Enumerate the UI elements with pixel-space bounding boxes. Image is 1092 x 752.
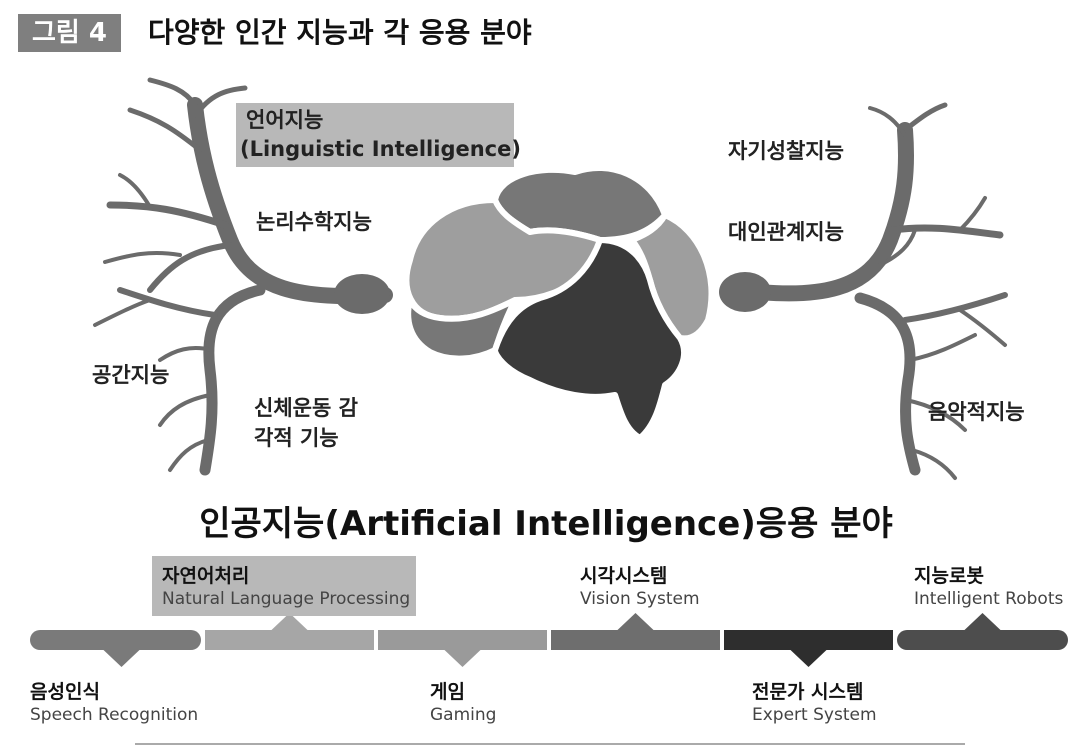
app-nlp: 자연어처리 Natural Language Processing (162, 564, 410, 610)
app-gaming-ko: 게임 (430, 681, 465, 703)
app-robots: 지능로봇 Intelligent Robots (914, 564, 1063, 610)
app-vision-ko: 시각시스템 (580, 565, 668, 587)
app-expert-ko: 전문가 시스템 (752, 681, 864, 703)
label-interpersonal: 대인관계지능 (728, 220, 844, 244)
label-bodily-line1: 신체운동 감 (254, 396, 358, 420)
label-intrapersonal: 자기성찰지능 (728, 139, 844, 163)
brain-front-lobe (403, 197, 604, 322)
right-tree (732, 102, 1008, 480)
timeline-pointer (271, 613, 308, 630)
linguistic-highlight (236, 103, 514, 167)
left-lower-trunk (199, 284, 266, 476)
app-vision-en: Vision System (580, 589, 700, 609)
app-speech-ko: 음성인식 (30, 681, 100, 703)
app-speech: 음성인식 Speech Recognition (30, 680, 198, 726)
label-spatial: 공간지능 (92, 363, 170, 387)
right-trunk (732, 122, 915, 302)
nlp-highlight (152, 556, 416, 616)
timeline-segment (378, 630, 547, 650)
timeline-pointer (617, 613, 654, 630)
timeline-pointer (964, 613, 1001, 630)
timeline-pointer (444, 650, 481, 667)
brain-back-lobe (492, 237, 687, 441)
application-timeline (30, 613, 1068, 667)
label-bodily-line2: 각적 기능 (254, 426, 339, 450)
ai-section-title: 인공지능(Artificial Intelligence)응용 분야 (199, 504, 893, 544)
app-gaming-en: Gaming (430, 705, 497, 725)
timeline-segment (30, 630, 201, 650)
app-gaming: 게임 Gaming (430, 680, 496, 726)
label-logical: 논리수학지능 (256, 210, 372, 234)
left-tree (93, 77, 393, 476)
app-nlp-ko: 자연어처리 (162, 565, 250, 587)
app-robots-en: Intelligent Robots (914, 589, 1064, 609)
timeline-segment (205, 630, 374, 650)
timeline-segment (724, 630, 893, 650)
brain (403, 165, 715, 441)
timeline-pointer (103, 650, 140, 667)
app-expert-en: Expert System (752, 705, 877, 725)
figure-title: 다양한 인간 지능과 각 응용 분야 (148, 16, 532, 49)
app-nlp-en: Natural Language Processing (162, 589, 411, 609)
label-linguistic-en: (Linguistic Intelligence) (240, 137, 521, 161)
timeline-segment (897, 630, 1068, 650)
timeline-segment (551, 630, 720, 650)
app-expert: 전문가 시스템 Expert System (752, 680, 877, 726)
label-linguistic-ko: 언어지능 (246, 108, 324, 132)
timeline-pointer (790, 650, 827, 667)
label-musical: 음악적지능 (928, 400, 1025, 424)
app-vision: 시각시스템 Vision System (580, 564, 700, 610)
right-lower-trunk (854, 292, 921, 476)
app-robots-ko: 지능로봇 (914, 565, 984, 587)
figure-label: 그림 4 (18, 14, 121, 52)
app-speech-en: Speech Recognition (30, 705, 199, 725)
